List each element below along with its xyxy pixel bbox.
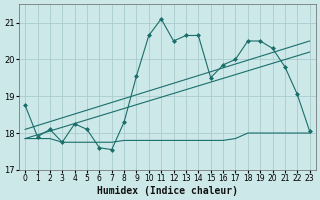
X-axis label: Humidex (Indice chaleur): Humidex (Indice chaleur) xyxy=(97,186,238,196)
